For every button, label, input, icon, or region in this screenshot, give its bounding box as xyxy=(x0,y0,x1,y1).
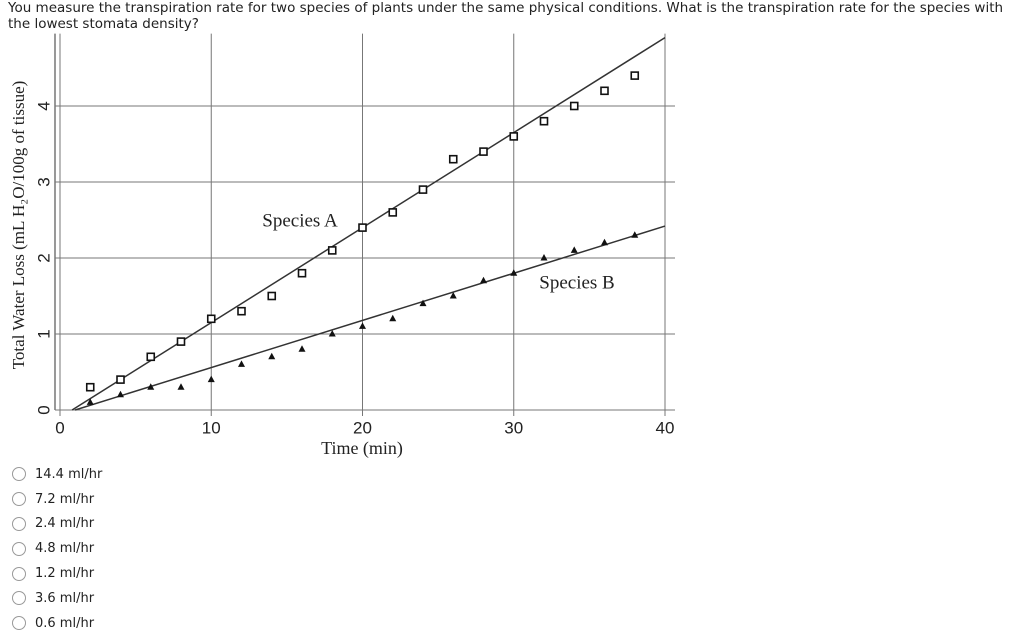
point xyxy=(146,352,156,362)
point xyxy=(359,322,366,329)
trend-line xyxy=(74,225,666,411)
option-label[interactable]: 1.2 ml/hr xyxy=(35,566,95,582)
y-tick-label: 0 xyxy=(34,405,53,414)
x-tick-label: 10 xyxy=(202,418,221,437)
point xyxy=(177,383,185,390)
option-label[interactable]: 14.4 ml/hr xyxy=(35,466,103,482)
point xyxy=(116,375,125,384)
question: You measure the transpiration rate for t… xyxy=(8,0,1004,32)
option-label[interactable]: 2.4 ml/hr xyxy=(35,516,95,532)
point xyxy=(147,383,155,390)
option[interactable]: 1.2 ml/hr xyxy=(12,561,102,586)
point xyxy=(207,375,215,383)
point xyxy=(631,231,639,238)
option[interactable]: 0.6 ml/hr xyxy=(12,611,102,636)
point xyxy=(448,154,458,164)
point xyxy=(479,147,488,156)
x-tick-label: 20 xyxy=(353,418,372,437)
option[interactable]: 4.8 ml/hr xyxy=(12,536,102,561)
point xyxy=(570,246,578,253)
radio-button[interactable] xyxy=(12,566,26,581)
point xyxy=(237,306,246,316)
point xyxy=(328,330,336,337)
option[interactable]: 3.6 ml/hr xyxy=(12,586,102,611)
trend-line xyxy=(71,36,666,411)
x-tick-label: 30 xyxy=(504,418,523,437)
option-label[interactable]: 4.8 ml/hr xyxy=(35,541,95,557)
point xyxy=(418,185,428,194)
radio-button[interactable] xyxy=(12,591,26,606)
option-label[interactable]: 0.6 ml/hr xyxy=(35,615,95,631)
y-tick-label: 2 xyxy=(34,253,53,262)
point xyxy=(419,299,427,307)
option[interactable]: 14.4 ml/hr xyxy=(12,462,102,487)
y-tick-label: 4 xyxy=(34,101,53,110)
point xyxy=(540,254,548,261)
point xyxy=(298,345,306,352)
radio-button[interactable] xyxy=(12,492,26,507)
series-label: Species B xyxy=(539,272,614,293)
point xyxy=(630,71,640,80)
series-label: Species A xyxy=(262,210,338,231)
point xyxy=(510,269,518,276)
radio-button[interactable] xyxy=(12,516,26,531)
y-tick-label: 3 xyxy=(34,177,53,186)
point xyxy=(206,314,216,324)
radio-button[interactable] xyxy=(12,467,26,482)
point xyxy=(539,116,549,126)
point xyxy=(267,291,277,301)
point xyxy=(388,208,398,217)
y-axis-title: Total Water Loss (mL H₂O/100g of tissue) xyxy=(9,81,28,370)
radio-button[interactable] xyxy=(12,616,26,631)
x-tick-label: 0 xyxy=(55,418,64,437)
options: 14.4 ml/hr 7.2 ml/hr 2.4 ml/hr 4.8 ml/hr 1.2… xyxy=(12,462,102,636)
point xyxy=(268,352,276,360)
point xyxy=(117,390,124,398)
radio-button[interactable] xyxy=(12,541,26,556)
point xyxy=(85,382,95,392)
option-label[interactable]: 7.2 ml/hr xyxy=(35,491,95,507)
point xyxy=(176,337,186,346)
point xyxy=(480,276,487,284)
x-tick-label: 40 xyxy=(656,418,675,437)
x-axis-title: Time (min) xyxy=(321,438,403,459)
option[interactable]: 7.2 ml/hr xyxy=(12,487,102,512)
point xyxy=(509,132,519,141)
point xyxy=(600,86,609,96)
point xyxy=(601,238,608,246)
point xyxy=(297,268,307,278)
option-label[interactable]: 3.6 ml/hr xyxy=(35,590,95,606)
point xyxy=(327,246,337,255)
point xyxy=(238,360,245,367)
point xyxy=(389,314,397,322)
point xyxy=(86,398,94,405)
y-tick-label: 1 xyxy=(34,329,53,338)
option[interactable]: 2.4 ml/hr xyxy=(12,512,102,537)
point xyxy=(358,223,367,232)
point xyxy=(569,101,579,111)
point xyxy=(449,292,457,299)
